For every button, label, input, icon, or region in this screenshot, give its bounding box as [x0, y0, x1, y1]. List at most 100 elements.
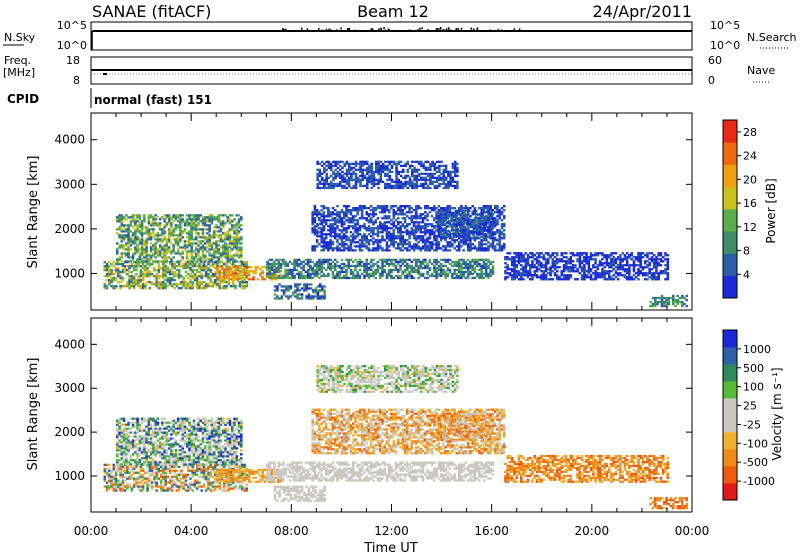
heatmap-cell	[208, 258, 211, 261]
heatmap-cell	[120, 230, 124, 233]
heatmap-cell	[167, 230, 171, 233]
heatmap-cell	[208, 238, 211, 241]
heatmap-cell	[206, 220, 209, 223]
heatmap-cell	[112, 265, 116, 268]
heatmap-cell	[515, 266, 519, 269]
heatmap-cell	[229, 266, 233, 269]
heatmap-cell	[190, 222, 193, 225]
heatmap-cell	[448, 207, 452, 210]
heatmap-cell	[176, 226, 180, 229]
heatmap-cell	[306, 276, 310, 280]
heatmap-cell	[446, 215, 450, 218]
heatmap-cell	[665, 298, 668, 302]
heatmap-cell	[320, 215, 323, 218]
heatmap-cell	[156, 254, 160, 257]
heatmap-cell	[233, 258, 236, 261]
heatmap-cell	[173, 273, 176, 276]
heatmap-cell	[520, 268, 523, 271]
heatmap-cell	[250, 270, 253, 273]
heatmap-cell	[110, 285, 113, 288]
heatmap-cell	[607, 270, 611, 273]
heatmap-cell	[469, 239, 472, 242]
heatmap-cell	[424, 247, 427, 250]
heatmap-cell	[676, 302, 680, 306]
heatmap-cell	[224, 242, 227, 245]
heatmap-cell	[145, 256, 148, 259]
heatmap-cell	[303, 287, 306, 290]
heatmap-cell	[223, 287, 226, 290]
heatmap-cell	[323, 184, 326, 188]
heatmap-cell	[372, 233, 375, 236]
heatmap-cell	[231, 228, 234, 231]
heatmap-cell	[474, 235, 478, 239]
heatmap-cell	[667, 302, 671, 306]
heatmap-cell	[462, 239, 465, 242]
heatmap-cell	[154, 224, 157, 227]
heatmap-cell	[435, 241, 438, 244]
heatmap-cell	[639, 266, 642, 269]
freq-left-tick-bottom: 8	[73, 74, 80, 87]
heatmap-cell	[313, 209, 317, 212]
heatmap-cell	[390, 219, 393, 222]
heatmap-cell	[149, 232, 153, 235]
heatmap-cell	[318, 186, 322, 190]
heatmap-cell	[140, 222, 144, 225]
heatmap-cell	[446, 243, 450, 246]
heatmap-cell	[198, 267, 201, 270]
heatmap-cell	[439, 262, 443, 266]
heatmap-cell	[366, 170, 369, 174]
heatmap-cell	[211, 265, 215, 268]
heatmap-cell	[419, 229, 423, 232]
heatmap-cell	[174, 242, 178, 245]
heatmap-cell	[569, 266, 573, 269]
heatmap-cell	[228, 236, 232, 239]
heatmap-cell	[266, 272, 269, 276]
heatmap-cell	[176, 216, 180, 219]
heatmap-cell	[163, 226, 166, 229]
heatmap-cell	[453, 219, 456, 222]
heatmap-cell	[149, 258, 153, 261]
heatmap-cell	[379, 272, 382, 276]
heatmap-cell	[406, 264, 409, 268]
heatmap-cell	[466, 213, 470, 216]
heatmap-cell	[329, 162, 333, 166]
heatmap-cell	[401, 213, 405, 216]
heatmap-cell	[130, 275, 134, 278]
heatmap-cell	[329, 182, 333, 186]
heatmap-cell	[493, 211, 497, 214]
heatmap-cell	[589, 276, 593, 279]
heatmap-cell	[213, 226, 216, 229]
heatmap-cell	[385, 258, 389, 262]
heatmap-cell	[628, 270, 631, 273]
heatmap-cell	[542, 272, 546, 275]
heatmap-cell	[134, 224, 137, 227]
heatmap-cell	[664, 252, 667, 255]
heatmap-cell	[601, 274, 604, 277]
heatmap-cell	[231, 256, 234, 259]
heatmap-cell	[235, 244, 239, 247]
heatmap-cell	[112, 279, 116, 282]
heatmap-cell	[316, 178, 319, 182]
heatmap-cell	[313, 219, 317, 222]
heatmap-cell	[361, 172, 364, 176]
heatmap-cell	[426, 205, 429, 208]
heatmap-cell	[183, 224, 187, 227]
heatmap-cell	[190, 218, 193, 221]
heatmap-cell	[219, 256, 223, 259]
heatmap-cell	[482, 249, 486, 252]
heatmap-cell	[464, 207, 468, 210]
heatmap-cell	[194, 254, 198, 257]
heatmap-cell	[131, 254, 135, 257]
heatmap-cell	[321, 295, 324, 298]
heatmap-cell	[240, 254, 243, 257]
heatmap-cell	[194, 252, 198, 255]
heatmap-cell	[163, 224, 166, 227]
heatmap-cell	[182, 283, 185, 286]
heatmap-cell	[651, 296, 655, 300]
heatmap-cell	[473, 237, 477, 240]
heatmap-cell	[233, 218, 236, 221]
heatmap-cell	[311, 211, 314, 214]
heatmap-cell	[194, 238, 198, 241]
heatmap-cell	[336, 270, 339, 274]
heatmap-cell	[224, 246, 227, 249]
